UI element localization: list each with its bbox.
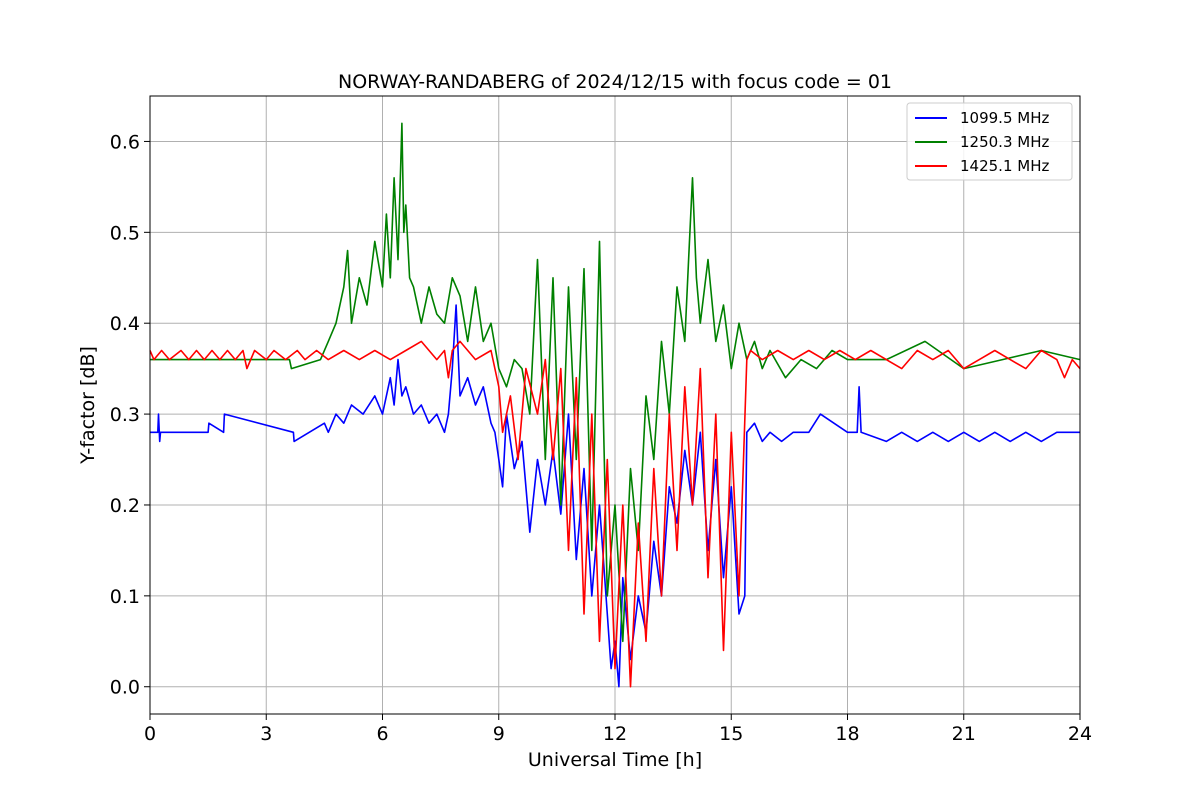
y-tick-label: 0.3 bbox=[110, 404, 140, 426]
y-axis-label: Y-factor [dB] bbox=[77, 346, 99, 465]
x-axis: 0 3 6 9 12 15 18 21 24 bbox=[144, 714, 1092, 745]
y-tick-label: 0.6 bbox=[110, 131, 140, 153]
x-tick-label: 15 bbox=[719, 723, 743, 745]
y-tick-label: 0.0 bbox=[110, 677, 140, 699]
y-tick-label: 0.1 bbox=[110, 586, 140, 608]
series-line-1 bbox=[150, 304, 1080, 688]
x-tick-label: 3 bbox=[260, 723, 272, 745]
x-tick-label: 0 bbox=[144, 723, 156, 745]
series-layer bbox=[149, 122, 1081, 688]
x-axis-label: Universal Time [h] bbox=[528, 749, 702, 771]
legend-label-3: 1425.1 MHz bbox=[960, 157, 1049, 175]
chart-title: NORWAY-RANDABERG of 2024/12/15 with focu… bbox=[338, 71, 892, 93]
x-tick-label: 12 bbox=[603, 723, 627, 745]
y-tick-label: 0.4 bbox=[110, 313, 140, 335]
x-tick-label: 18 bbox=[835, 723, 859, 745]
legend-label-1: 1099.5 MHz bbox=[960, 109, 1049, 127]
x-tick-label: 9 bbox=[493, 723, 505, 745]
legend-label-2: 1250.3 MHz bbox=[960, 133, 1049, 151]
x-tick-label: 6 bbox=[376, 723, 388, 745]
legend-box bbox=[906, 102, 1073, 181]
y-tick-label: 0.2 bbox=[110, 495, 140, 517]
y-tick-label: 0.5 bbox=[110, 222, 140, 244]
x-tick-label: 24 bbox=[1068, 723, 1092, 745]
x-tick-label: 21 bbox=[952, 723, 976, 745]
y-axis: 0.0 0.1 0.2 0.3 0.4 0.5 0.6 bbox=[110, 131, 150, 699]
legend: 1099.5 MHz 1250.3 MHz 1425.1 MHz bbox=[906, 102, 1073, 181]
series-line-3 bbox=[149, 340, 1081, 688]
series-line-2 bbox=[150, 122, 1081, 643]
